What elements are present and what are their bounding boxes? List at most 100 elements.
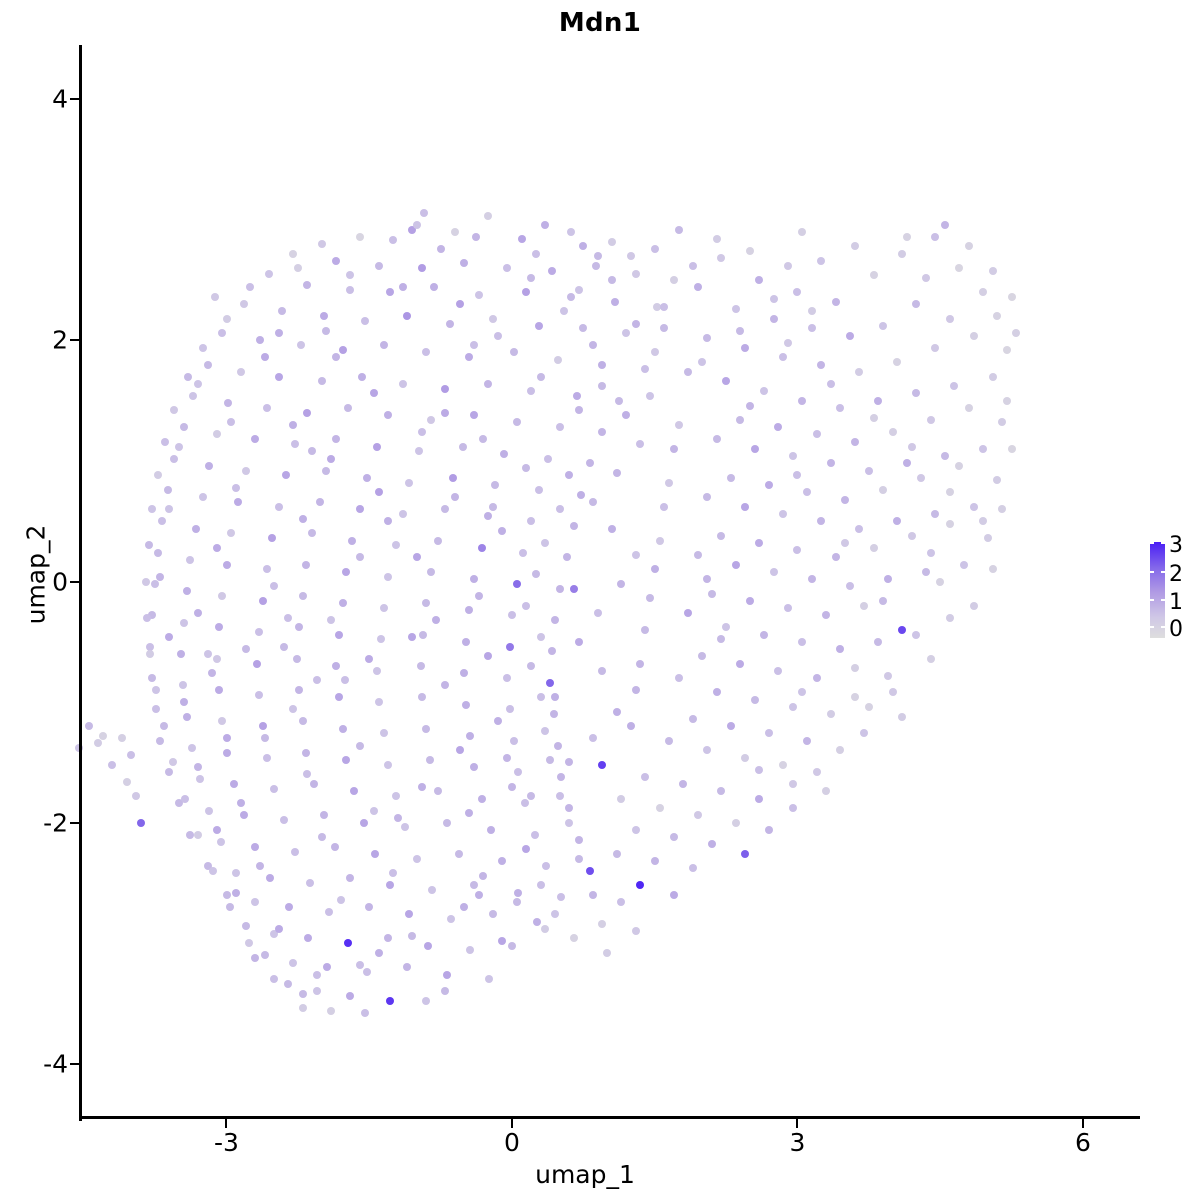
scatter-point — [412, 553, 421, 562]
scatter-point — [169, 758, 178, 767]
y-tick-mark — [70, 98, 79, 101]
scatter-point — [530, 830, 539, 839]
scatter-point — [850, 664, 859, 673]
scatter-point — [466, 731, 475, 740]
scatter-point — [152, 686, 161, 694]
scatter-point — [883, 671, 892, 680]
scatter-point — [441, 384, 450, 393]
scatter-point — [650, 348, 659, 357]
x-tick-label: 0 — [504, 1128, 520, 1157]
scatter-point — [370, 806, 378, 815]
scatter-point — [1007, 293, 1016, 301]
scatter-point — [254, 690, 263, 699]
scatter-point — [241, 645, 250, 653]
scatter-point — [374, 948, 383, 957]
scatter-point — [208, 669, 217, 678]
scatter-point — [836, 403, 845, 412]
scatter-point — [650, 857, 659, 866]
scatter-point — [703, 746, 711, 755]
scatter-point — [127, 751, 136, 760]
scatter-point — [660, 502, 669, 511]
scatter-point — [669, 891, 678, 899]
scatter-point — [374, 488, 383, 497]
scatter-point — [722, 377, 731, 386]
scatter-point — [560, 307, 569, 316]
scatter-point — [769, 567, 778, 576]
scatter-point — [338, 346, 347, 354]
scatter-point — [631, 319, 640, 328]
scatter-point — [417, 693, 426, 702]
scatter-point — [159, 722, 168, 731]
scatter-point — [170, 406, 179, 415]
scatter-point — [193, 763, 202, 772]
scatter-point — [266, 874, 275, 883]
scatter-point — [864, 702, 873, 711]
scatter-point — [574, 835, 583, 844]
scatter-point — [232, 483, 240, 492]
scatter-point — [541, 220, 550, 229]
scatter-point — [534, 321, 543, 330]
scatter-point — [420, 208, 429, 217]
scatter-point — [427, 415, 436, 424]
scatter-point — [144, 541, 153, 550]
y-tick-label: 0 — [52, 567, 68, 596]
scatter-point — [741, 502, 750, 511]
scatter-point — [405, 478, 414, 487]
scatter-point — [474, 891, 483, 899]
scatter-point — [252, 659, 261, 668]
scatter-point — [363, 473, 372, 482]
scatter-point — [557, 772, 566, 781]
scatter-point — [479, 435, 488, 444]
scatter-point — [450, 493, 459, 502]
scatter-point — [374, 261, 383, 270]
scatter-point — [346, 992, 355, 1001]
scatter-point — [363, 968, 372, 977]
scatter-point — [567, 227, 575, 236]
scatter-point — [469, 411, 478, 420]
scatter-point — [803, 488, 811, 497]
scatter-point — [460, 669, 469, 678]
scatter-point — [355, 553, 364, 562]
colorbar-tick-mark — [1150, 626, 1154, 629]
scatter-point — [310, 780, 318, 788]
scatter-point — [652, 302, 661, 311]
scatter-point — [408, 932, 416, 940]
scatter-point — [674, 225, 683, 234]
scatter-point — [907, 531, 916, 540]
scatter-point — [450, 227, 459, 236]
scatter-point — [174, 442, 183, 451]
x-tick-mark — [510, 1119, 513, 1128]
scatter-point — [855, 524, 864, 533]
scatter-point — [302, 748, 311, 757]
scatter-point — [536, 372, 545, 381]
scatter-point — [598, 919, 607, 928]
scatter-point — [688, 864, 697, 873]
scatter-point — [812, 768, 821, 776]
scatter-point — [281, 471, 290, 480]
colorbar-tick-mark — [1150, 542, 1154, 544]
scatter-point — [793, 546, 802, 555]
scatter-point — [213, 654, 221, 663]
scatter-point — [251, 842, 259, 851]
scatter-point — [289, 958, 298, 967]
scatter-point — [931, 343, 940, 352]
scatter-point — [412, 854, 421, 863]
scatter-point — [422, 348, 431, 357]
scatter-point — [912, 300, 921, 309]
scatter-point — [484, 652, 493, 661]
scatter-point — [945, 488, 954, 497]
scatter-point — [376, 635, 385, 644]
scatter-point — [370, 850, 379, 858]
scatter-point — [636, 881, 645, 890]
scatter-point — [443, 818, 452, 827]
scatter-point — [176, 649, 185, 658]
scatter-point — [213, 825, 221, 834]
scatter-point — [488, 502, 497, 511]
scatter-point — [798, 396, 807, 405]
scatter-point — [503, 753, 512, 762]
scatter-point — [960, 560, 968, 569]
scatter-point — [741, 343, 750, 352]
scatter-point — [645, 391, 654, 400]
